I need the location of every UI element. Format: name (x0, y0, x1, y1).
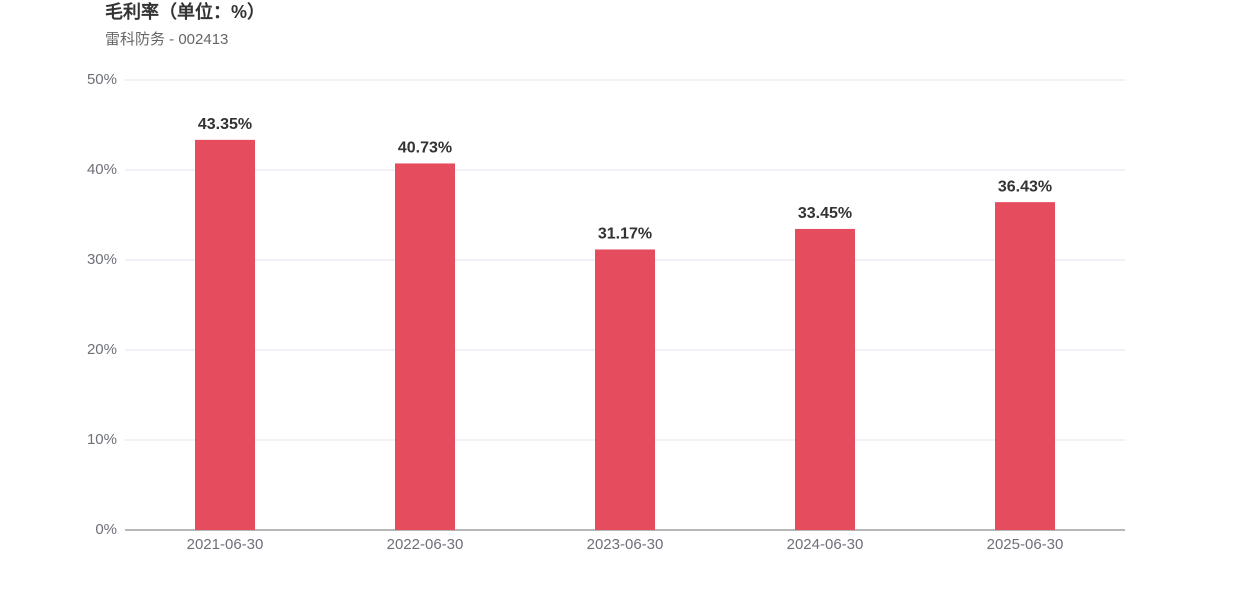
bar (795, 228, 855, 530)
x-tick-label: 2022-06-30 (387, 536, 464, 553)
y-tick-label: 40% (87, 161, 117, 178)
x-tick-label: 2023-06-30 (587, 536, 664, 553)
x-tick-label: 2024-06-30 (787, 536, 864, 553)
value-label: 43.35% (198, 116, 252, 133)
y-tick-label: 0% (95, 521, 117, 538)
y-tick-label: 10% (87, 431, 117, 448)
value-label: 36.43% (998, 178, 1052, 195)
bar (995, 202, 1055, 530)
value-label: 40.73% (398, 140, 452, 157)
chart-subtitle: 雷科防务 - 002413 (105, 31, 228, 48)
x-tick-label: 2025-06-30 (987, 536, 1064, 553)
value-label: 31.17% (598, 226, 652, 243)
value-label: 33.45% (798, 205, 852, 222)
chart-title: 毛利率（单位：%） (105, 1, 265, 22)
y-tick-label: 50% (87, 71, 117, 88)
bar (195, 139, 255, 530)
y-tick-label: 20% (87, 341, 117, 358)
y-tick-label: 30% (87, 251, 117, 268)
bar (395, 163, 455, 530)
x-tick-label: 2021-06-30 (187, 536, 264, 553)
bar (595, 249, 655, 530)
